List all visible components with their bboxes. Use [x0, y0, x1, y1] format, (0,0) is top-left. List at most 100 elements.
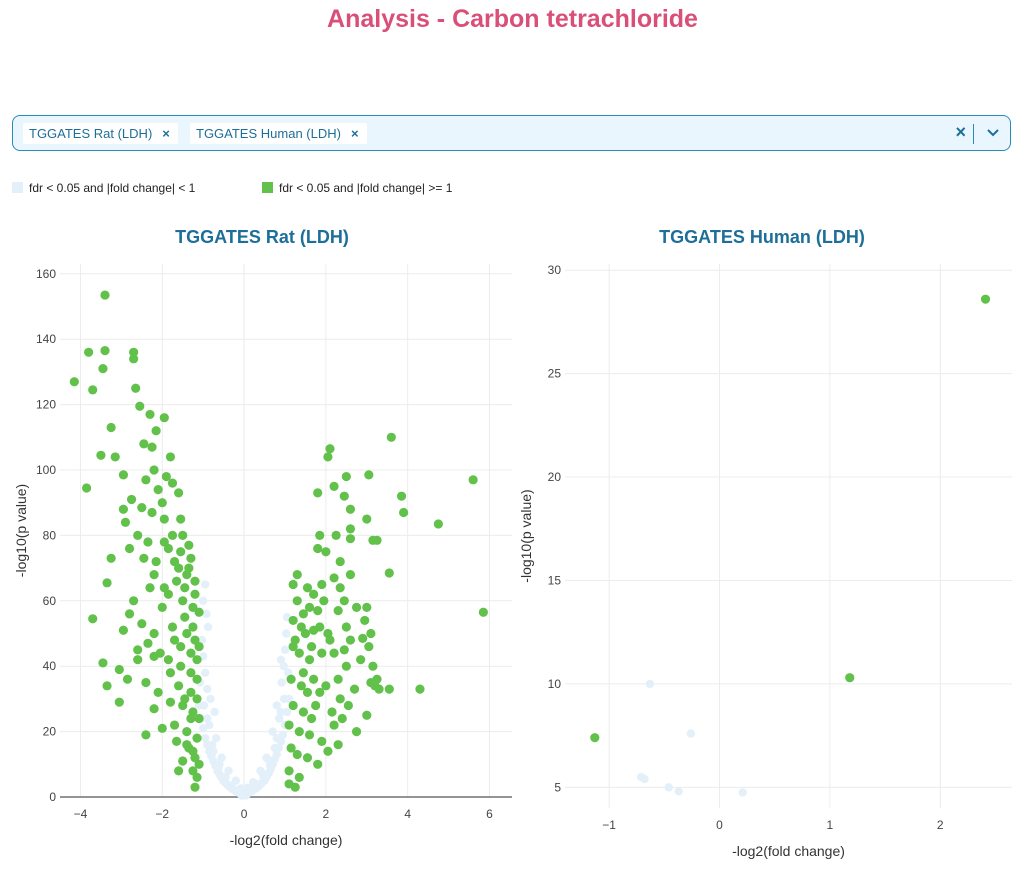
data-point[interactable]: [845, 673, 855, 683]
data-point[interactable]: [590, 733, 600, 743]
data-point[interactable]: [174, 563, 184, 573]
data-point[interactable]: [198, 724, 208, 733]
data-point[interactable]: [329, 481, 339, 491]
data-point[interactable]: [198, 596, 208, 606]
data-point[interactable]: [190, 589, 200, 599]
data-point[interactable]: [188, 622, 198, 632]
data-point[interactable]: [167, 530, 178, 541]
data-point[interactable]: [384, 684, 394, 694]
data-point[interactable]: [147, 442, 157, 452]
data-point[interactable]: [190, 576, 200, 586]
data-point[interactable]: [129, 347, 139, 357]
data-point[interactable]: [174, 681, 184, 691]
data-point[interactable]: [133, 655, 143, 665]
data-point[interactable]: [169, 720, 180, 730]
data-point[interactable]: [384, 568, 394, 578]
data-point[interactable]: [106, 422, 116, 433]
clear-all-icon[interactable]: ×: [955, 122, 966, 142]
data-point[interactable]: [69, 377, 79, 387]
data-point[interactable]: [306, 713, 317, 724]
chevron-down-icon[interactable]: [986, 128, 1000, 138]
remove-chip-icon[interactable]: ×: [162, 126, 170, 141]
data-point[interactable]: [207, 740, 217, 749]
data-point[interactable]: [118, 470, 129, 480]
data-point[interactable]: [161, 471, 171, 482]
data-point[interactable]: [345, 504, 356, 514]
data-point[interactable]: [345, 570, 356, 580]
data-point[interactable]: [194, 759, 204, 769]
data-point[interactable]: [194, 641, 204, 652]
data-point[interactable]: [178, 530, 188, 541]
data-point[interactable]: [224, 766, 233, 776]
volcano-plot-rat[interactable]: TGGATES Rat (LDH)−4 −2 0 2 4 6020406080100120…: [13, 227, 512, 848]
data-point[interactable]: [284, 766, 294, 776]
data-point[interactable]: [243, 783, 252, 793]
data-point[interactable]: [351, 602, 362, 612]
data-point[interactable]: [345, 534, 356, 544]
data-point[interactable]: [262, 753, 271, 762]
data-point[interactable]: [186, 713, 196, 724]
data-point[interactable]: [100, 346, 110, 356]
data-point[interactable]: [288, 579, 298, 590]
data-point[interactable]: [331, 530, 341, 541]
data-point[interactable]: [167, 622, 178, 632]
data-point[interactable]: [478, 607, 488, 617]
data-point[interactable]: [106, 553, 116, 563]
data-point[interactable]: [319, 596, 329, 606]
data-point[interactable]: [176, 547, 186, 557]
data-point[interactable]: [236, 784, 245, 793]
data-point[interactable]: [192, 733, 202, 743]
data-point[interactable]: [176, 641, 186, 652]
data-point[interactable]: [306, 641, 317, 652]
data-point[interactable]: [84, 347, 94, 357]
data-point[interactable]: [149, 570, 159, 580]
data-point[interactable]: [358, 633, 368, 644]
data-point[interactable]: [141, 730, 151, 740]
data-point[interactable]: [315, 530, 325, 541]
data-point[interactable]: [114, 697, 124, 707]
data-point[interactable]: [186, 648, 196, 658]
data-point[interactable]: [345, 524, 356, 534]
data-point[interactable]: [298, 707, 308, 717]
data-point[interactable]: [329, 573, 339, 583]
data-point[interactable]: [309, 589, 319, 599]
data-point[interactable]: [294, 648, 304, 658]
data-point[interactable]: [317, 736, 327, 747]
data-point[interactable]: [176, 661, 186, 671]
data-point[interactable]: [96, 450, 106, 460]
data-point[interactable]: [122, 674, 133, 684]
data-point[interactable]: [279, 694, 289, 704]
data-point[interactable]: [159, 537, 169, 547]
data-point[interactable]: [368, 661, 378, 671]
data-point[interactable]: [182, 740, 192, 750]
data-point[interactable]: [190, 782, 200, 792]
data-point[interactable]: [333, 740, 343, 750]
data-point[interactable]: [325, 444, 335, 454]
data-point[interactable]: [313, 606, 323, 616]
data-point[interactable]: [337, 713, 347, 724]
data-point[interactable]: [188, 602, 198, 612]
data-point[interactable]: [188, 766, 198, 776]
data-point[interactable]: [81, 483, 92, 493]
data-point[interactable]: [137, 619, 147, 629]
data-point[interactable]: [317, 579, 327, 590]
data-point[interactable]: [674, 787, 683, 796]
data-point[interactable]: [259, 773, 268, 783]
data-point[interactable]: [280, 645, 290, 655]
data-point[interactable]: [329, 648, 339, 658]
data-point[interactable]: [366, 628, 376, 639]
data-point[interactable]: [145, 583, 155, 593]
data-point[interactable]: [194, 607, 204, 617]
data-point[interactable]: [88, 385, 98, 395]
data-point[interactable]: [133, 530, 143, 541]
data-point[interactable]: [399, 507, 409, 518]
data-point[interactable]: [313, 488, 323, 498]
data-point[interactable]: [171, 736, 182, 747]
data-point[interactable]: [169, 556, 180, 567]
data-point[interactable]: [110, 452, 120, 462]
data-point[interactable]: [192, 694, 202, 704]
data-point[interactable]: [149, 465, 159, 475]
data-point[interactable]: [640, 774, 649, 784]
data-point[interactable]: [343, 700, 353, 711]
data-point[interactable]: [268, 727, 277, 736]
